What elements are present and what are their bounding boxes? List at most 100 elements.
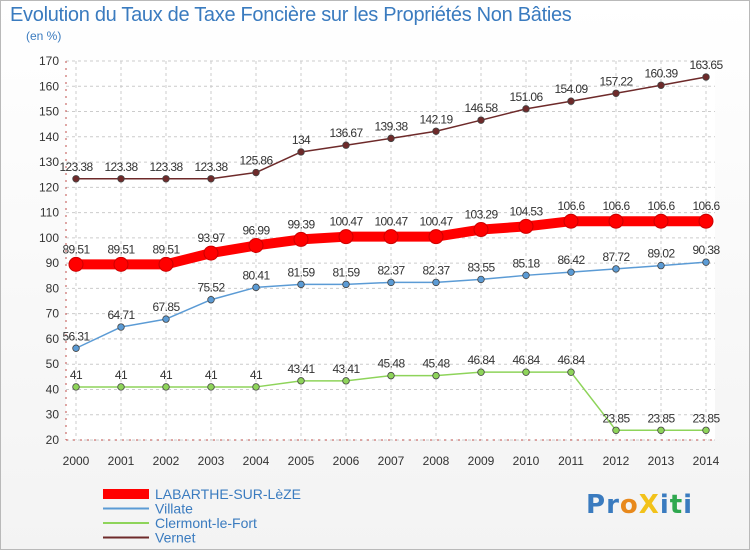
- y-tick-label: 70: [46, 307, 60, 321]
- data-label: 89.02: [647, 247, 675, 261]
- data-point: [428, 229, 444, 245]
- legend-label: LABARTHE-SUR-LèZE: [155, 486, 301, 502]
- data-point: [612, 265, 620, 273]
- data-point: [387, 371, 395, 380]
- data-label: 45.48: [377, 357, 405, 371]
- data-label: 123.38: [149, 160, 183, 174]
- data-label: 151.06: [509, 90, 543, 104]
- data-point: [252, 283, 260, 292]
- data-label: 41: [70, 368, 83, 382]
- y-tick-label: 150: [39, 105, 59, 119]
- data-point: [383, 229, 399, 245]
- x-tick-label: 2007: [378, 454, 405, 468]
- data-label: 89.51: [62, 242, 90, 256]
- data-label: 123.38: [194, 160, 228, 174]
- data-label: 125.86: [239, 154, 273, 168]
- y-tick-label: 140: [39, 130, 59, 144]
- x-tick-label: 2004: [243, 454, 270, 468]
- data-point: [567, 368, 575, 376]
- data-label: 100.47: [374, 215, 408, 229]
- data-point: [117, 323, 125, 331]
- data-label: 56.31: [62, 329, 90, 343]
- data-point: [203, 245, 219, 261]
- y-tick-label: 90: [46, 256, 60, 270]
- data-label: 41: [115, 368, 128, 382]
- data-label: 99.39: [287, 217, 315, 231]
- data-point: [162, 315, 170, 323]
- x-tick-label: 2012: [603, 454, 630, 468]
- data-label: 83.55: [467, 260, 495, 274]
- data-point: [612, 426, 620, 434]
- data-label: 82.37: [422, 263, 450, 277]
- data-label: 23.85: [602, 411, 630, 425]
- data-point: [342, 377, 350, 385]
- data-label: 23.85: [692, 411, 720, 425]
- data-point: [477, 368, 485, 376]
- data-point: [248, 237, 264, 253]
- y-tick-label: 130: [39, 155, 59, 169]
- data-label: 82.37: [377, 263, 405, 277]
- data-point: [657, 261, 665, 270]
- data-point: [563, 213, 579, 229]
- data-label: 163.65: [689, 58, 723, 72]
- data-label: 75.52: [197, 281, 225, 295]
- data-point: [72, 175, 80, 183]
- y-tick-label: 20: [46, 433, 60, 447]
- legend-label: Clermont-le-Fort: [155, 515, 257, 531]
- data-label: 46.84: [512, 353, 540, 367]
- y-tick-label: 30: [46, 408, 60, 422]
- legend-label: Vernet: [155, 530, 196, 546]
- data-label: 160.39: [644, 66, 678, 80]
- data-point: [477, 116, 485, 124]
- x-tick-label: 2010: [513, 454, 540, 468]
- data-point: [113, 256, 129, 272]
- data-labels: 123.38 123.38 123.38 123.38 125.86 134 136.67 1…: [59, 58, 724, 425]
- data-point: [342, 280, 350, 289]
- data-label: 100.47: [419, 215, 453, 229]
- x-tick-label: 2003: [198, 454, 225, 468]
- y-tick-label: 80: [46, 281, 60, 295]
- data-point: [338, 229, 354, 245]
- chart-subtitle: (en %): [26, 29, 62, 43]
- data-point: [473, 222, 489, 238]
- data-point: [657, 426, 665, 434]
- data-label: 139.38: [374, 119, 408, 133]
- data-label: 81.59: [332, 265, 360, 279]
- data-point: [72, 383, 80, 391]
- x-tick-label: 2006: [333, 454, 360, 468]
- y-tick-label: 110: [40, 206, 59, 220]
- data-label: 142.19: [419, 112, 453, 126]
- x-tick-label: 2008: [423, 454, 450, 468]
- y-tick-label: 50: [46, 357, 60, 371]
- data-point: [522, 105, 530, 113]
- data-label: 89.51: [152, 242, 180, 256]
- data-label: 146.58: [464, 101, 498, 115]
- data-label: 87.72: [602, 250, 630, 264]
- data-point: [702, 258, 710, 266]
- data-point: [162, 383, 170, 391]
- y-tick-label: 170: [39, 54, 59, 68]
- data-label: 123.38: [59, 160, 93, 174]
- data-point: [657, 81, 665, 89]
- data-point: [68, 256, 84, 272]
- data-label: 157.22: [599, 74, 633, 88]
- data-label: 96.99: [242, 223, 270, 237]
- data-point: [522, 271, 530, 280]
- x-tick-label: 2009: [468, 454, 495, 468]
- x-tick-label: 2013: [648, 454, 675, 468]
- data-label: 89.51: [107, 242, 135, 256]
- data-point: [293, 231, 309, 247]
- data-label: 43.41: [332, 362, 360, 376]
- data-point: [297, 280, 305, 289]
- data-label: 104.53: [509, 204, 543, 218]
- data-point: [387, 134, 395, 143]
- data-label: 41: [160, 368, 173, 382]
- data-point: [432, 371, 440, 380]
- data-point: [518, 218, 534, 234]
- data-label: 106.6: [647, 199, 675, 213]
- data-label: 45.48: [422, 357, 450, 371]
- data-point: [117, 383, 125, 391]
- x-tick-label: 2005: [288, 454, 315, 468]
- y-tick-label: 60: [46, 332, 60, 346]
- data-point: [387, 278, 395, 287]
